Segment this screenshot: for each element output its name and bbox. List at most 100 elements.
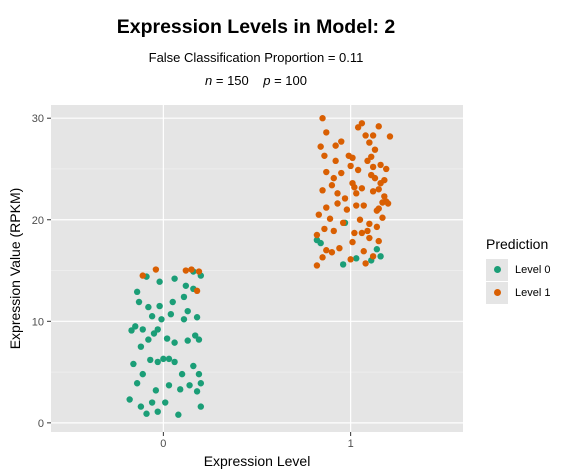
x-axis-title: Expression Level <box>204 453 311 469</box>
point-level-0 <box>160 355 167 363</box>
point-level-1 <box>323 129 330 136</box>
point-level-1 <box>188 266 195 273</box>
point-level-1 <box>334 190 341 197</box>
point-level-1 <box>195 268 203 275</box>
point-level-0 <box>152 387 160 394</box>
point-level-1 <box>332 157 339 165</box>
point-level-1 <box>373 223 381 231</box>
point-level-0 <box>135 298 143 306</box>
chart-subtitle: False Classification Proportion = 0.11 <box>148 50 364 65</box>
point-level-1 <box>369 163 377 171</box>
point-level-0 <box>180 293 188 301</box>
legend: Prediction Level 0 Level 1 <box>486 236 550 304</box>
point-level-0 <box>377 253 384 260</box>
point-level-1 <box>319 187 326 194</box>
point-level-0 <box>197 380 205 387</box>
point-level-0 <box>192 332 199 339</box>
legend-dot-level-1 <box>493 289 501 296</box>
point-level-1 <box>358 229 366 237</box>
point-level-1 <box>375 186 382 193</box>
point-level-0 <box>165 355 173 363</box>
point-level-1 <box>354 124 362 131</box>
point-level-0 <box>169 298 176 306</box>
point-level-1 <box>366 234 373 242</box>
point-level-1 <box>347 256 354 263</box>
point-level-1 <box>326 215 334 222</box>
point-level-0 <box>184 337 191 344</box>
y-axis-title: Expression Value (RPKM) <box>7 188 23 350</box>
point-level-1 <box>330 227 337 235</box>
p-label: p <box>263 73 271 88</box>
point-level-1 <box>182 267 190 274</box>
point-level-0 <box>180 316 188 323</box>
point-level-1 <box>323 168 330 176</box>
point-level-1 <box>381 193 388 200</box>
point-level-0 <box>145 336 152 343</box>
x-tick-label: 0 <box>160 438 166 450</box>
point-level-1 <box>364 227 371 235</box>
point-level-1 <box>358 185 366 192</box>
point-level-0 <box>147 356 154 364</box>
point-level-1 <box>341 195 349 202</box>
point-level-0 <box>195 336 203 343</box>
plot-panel <box>51 105 463 432</box>
point-level-1 <box>328 182 336 189</box>
point-level-0 <box>154 358 161 366</box>
point-level-1 <box>371 146 379 153</box>
point-level-1 <box>139 272 146 279</box>
point-level-0 <box>171 275 178 282</box>
point-level-1 <box>368 153 375 160</box>
point-level-0 <box>177 386 184 393</box>
point-level-1 <box>369 132 377 139</box>
y-tick-label: 20 <box>32 215 44 227</box>
point-level-0 <box>339 261 347 268</box>
legend-label: Level 0 <box>515 263 551 276</box>
point-level-0 <box>171 358 178 366</box>
point-level-1 <box>375 205 382 212</box>
point-level-1 <box>323 204 330 211</box>
point-level-0 <box>182 282 190 289</box>
point-level-0 <box>133 380 141 387</box>
point-level-1 <box>336 244 343 252</box>
y-tick-label: 0 <box>38 418 44 430</box>
point-level-1 <box>360 248 367 255</box>
point-level-1 <box>321 225 328 233</box>
point-level-0 <box>373 246 381 253</box>
point-level-1 <box>377 161 384 169</box>
point-level-1 <box>366 220 373 228</box>
point-level-1 <box>383 165 390 173</box>
y-tick-label: 30 <box>32 113 44 125</box>
point-level-1 <box>368 171 375 179</box>
point-level-1 <box>343 206 351 213</box>
point-level-0 <box>139 326 146 333</box>
n-value: = 150 <box>212 73 249 88</box>
point-level-1 <box>356 216 364 223</box>
x-tick-label: 1 <box>348 438 354 450</box>
point-level-1 <box>362 260 369 267</box>
point-level-0 <box>175 411 182 418</box>
point-level-1 <box>152 266 160 273</box>
point-level-0 <box>130 360 137 368</box>
point-level-0 <box>145 303 152 311</box>
point-level-1 <box>364 157 371 165</box>
point-level-1 <box>384 200 392 207</box>
point-level-0 <box>154 408 161 415</box>
point-level-1 <box>349 154 356 162</box>
point-level-0 <box>190 362 197 370</box>
point-level-1 <box>334 200 341 207</box>
point-level-0 <box>163 335 171 342</box>
point-level-1 <box>319 115 326 122</box>
point-level-1 <box>381 176 388 184</box>
point-level-1 <box>379 214 386 221</box>
point-level-1 <box>369 253 377 260</box>
n-label: n <box>205 73 213 88</box>
point-level-1 <box>349 179 356 187</box>
y-tick-label: 10 <box>32 316 44 328</box>
point-level-0 <box>133 288 141 296</box>
point-level-0 <box>197 403 205 410</box>
point-level-0 <box>154 326 161 333</box>
point-level-0 <box>171 339 178 346</box>
point-level-1 <box>360 202 367 209</box>
point-level-0 <box>195 370 203 378</box>
